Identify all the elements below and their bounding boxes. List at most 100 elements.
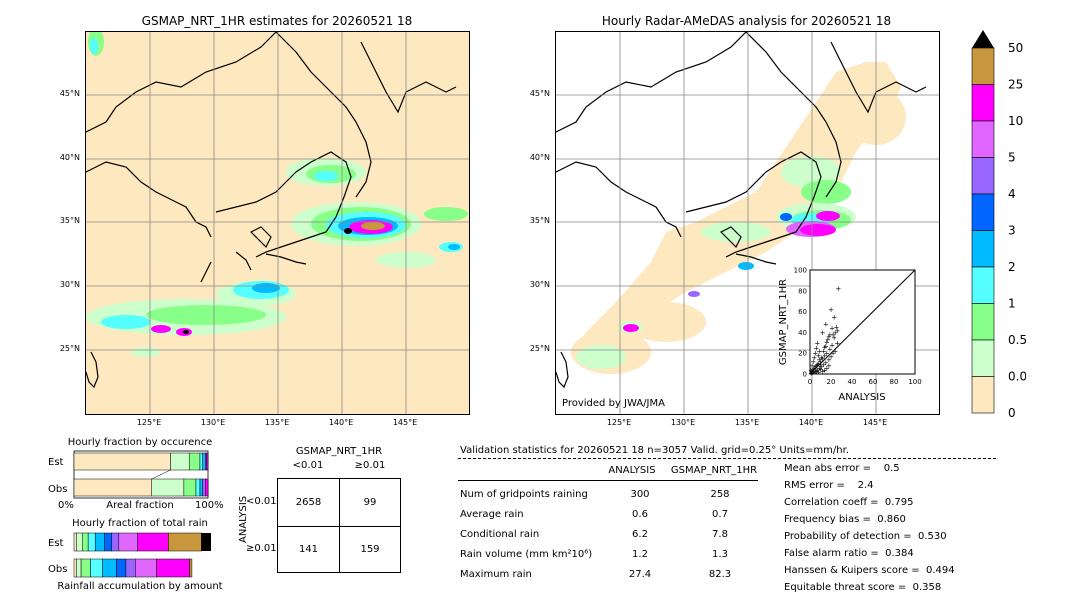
right-lon-145: 145°E bbox=[862, 418, 888, 427]
totalrain-bars bbox=[73, 532, 211, 578]
score-2: Correlation coeff = 0.795 bbox=[784, 497, 914, 508]
scatter-point: + bbox=[824, 350, 830, 358]
scatter-point: + bbox=[820, 329, 826, 337]
colorbar-label: 0.5 bbox=[1008, 333, 1026, 347]
left-lat-40: 40°N bbox=[59, 153, 80, 162]
totalrain-segment bbox=[90, 558, 103, 578]
occurrence-title: Hourly fraction by occurence bbox=[67, 437, 213, 448]
scatter-point: + bbox=[814, 366, 820, 374]
totalrain-segment bbox=[76, 532, 83, 552]
occurrence-segment bbox=[188, 452, 201, 471]
scatter-point: + bbox=[823, 321, 829, 329]
right-lon-130: 130°E bbox=[670, 418, 696, 427]
scatter-point: + bbox=[823, 359, 829, 367]
scatter-point: + bbox=[822, 352, 828, 360]
contingency-grid: 2658 99 141 159 bbox=[277, 478, 401, 573]
scatter-point: + bbox=[812, 367, 818, 375]
validation-row-4-g: 82.3 bbox=[708, 569, 732, 580]
colorbar-label: 1 bbox=[1008, 297, 1016, 311]
occurrence-segment bbox=[205, 478, 209, 497]
score-1: RMS error = 2.4 bbox=[784, 480, 874, 491]
scatter-ytick-label: 60 bbox=[798, 308, 807, 316]
scatter-point: + bbox=[808, 369, 814, 377]
scatter-xtick-label: 60 bbox=[869, 378, 878, 386]
score-0: Mean abs error = 0.5 bbox=[784, 463, 900, 474]
scatter-point: + bbox=[809, 367, 815, 375]
left-coastline bbox=[86, 32, 457, 389]
scatter-point: + bbox=[826, 333, 832, 341]
scatter-point: + bbox=[828, 353, 834, 361]
occurrence-segment bbox=[202, 478, 206, 497]
left-rain-field bbox=[86, 32, 468, 357]
totalrain-segment bbox=[118, 532, 138, 552]
left-lon-140: 140°E bbox=[328, 418, 354, 427]
scatter-point: + bbox=[809, 369, 815, 377]
colorbar-cell bbox=[971, 303, 995, 341]
occurrence-bars bbox=[73, 452, 209, 497]
scatter-point: + bbox=[810, 365, 816, 373]
scatter-xlabel: ANALYSIS bbox=[838, 392, 885, 403]
scatter-xtick-label: 20 bbox=[827, 378, 836, 386]
scatter-point: + bbox=[821, 361, 827, 369]
left-lat-35: 35°N bbox=[59, 216, 80, 225]
validation-row-4-label: Maximum rain bbox=[460, 569, 532, 580]
occurrence-obs-label: Obs bbox=[48, 484, 68, 495]
validation-row-2-label: Conditional rain bbox=[460, 529, 540, 540]
contingency-row-lt: <0.01 bbox=[246, 496, 277, 507]
validation-row-1-label: Average rain bbox=[460, 509, 524, 520]
totalrain-segment bbox=[102, 558, 117, 578]
colorbar-label: 5 bbox=[1008, 151, 1016, 165]
validation-header: Validation statistics for 20260521 18 n=… bbox=[460, 445, 849, 456]
colorbar-cell bbox=[971, 84, 995, 122]
scatter-point: + bbox=[810, 368, 816, 376]
totalrain-chart bbox=[73, 532, 211, 578]
scatter-point: + bbox=[822, 343, 828, 351]
colorbar-label: 10 bbox=[1008, 114, 1023, 128]
totalrain-segment bbox=[94, 532, 105, 552]
left-graticule bbox=[86, 32, 469, 414]
colorbar-label: 0.01 bbox=[1008, 370, 1026, 384]
scatter-point: + bbox=[812, 350, 818, 358]
validation-row-2-a: 6.2 bbox=[632, 529, 648, 540]
right-lon-125: 125°E bbox=[606, 418, 632, 427]
right-map-svg bbox=[556, 32, 939, 414]
totalrain-segment bbox=[135, 558, 157, 578]
scatter-point: + bbox=[833, 324, 839, 332]
contingency-cell-11: 159 bbox=[360, 544, 380, 555]
scatter-point: + bbox=[808, 366, 814, 374]
scatter-diagonal bbox=[809, 269, 916, 375]
scatter-point: + bbox=[811, 368, 817, 376]
totalrain-obs-label: Obs bbox=[48, 564, 68, 575]
scatter-point: + bbox=[824, 338, 830, 346]
scatter-xtick-label: 0 bbox=[808, 378, 812, 386]
colorbar-label: 50 bbox=[1008, 41, 1023, 55]
scatter-point: + bbox=[818, 358, 824, 366]
right-map-title: Hourly Radar-AMeDAS analysis for 2026052… bbox=[601, 14, 892, 28]
validation-row-1-g: 0.7 bbox=[712, 509, 728, 520]
left-map-panel bbox=[85, 31, 470, 415]
scatter-point: + bbox=[824, 364, 830, 372]
scatter-ylabel: GSMAP_NRT_1HR bbox=[778, 279, 789, 365]
occurrence-segment bbox=[183, 478, 197, 497]
validation-col-analysis: ANALYSIS bbox=[608, 465, 656, 476]
scatter-point: + bbox=[831, 334, 837, 342]
totalrain-title: Hourly fraction of total rain bbox=[72, 518, 208, 529]
totalrain-segment bbox=[137, 532, 169, 552]
contingency-vline bbox=[339, 479, 340, 572]
scatter-point: + bbox=[817, 356, 823, 364]
occurrence-segment bbox=[206, 452, 209, 471]
colorbar-cells bbox=[971, 47, 995, 414]
right-rain-field bbox=[571, 62, 906, 374]
validation-row-0-label: Num of gridpoints raining bbox=[460, 489, 588, 500]
scatter-point: + bbox=[814, 361, 820, 369]
scatter-point: + bbox=[813, 367, 819, 375]
scatter-point: + bbox=[819, 354, 825, 362]
colorbar-label: 4 bbox=[1008, 187, 1016, 201]
left-lat-30: 30°N bbox=[59, 280, 80, 289]
validation-row-3-a: 1.2 bbox=[632, 549, 648, 560]
totalrain-segment bbox=[73, 558, 77, 578]
scatter-point: + bbox=[834, 339, 840, 347]
validation-rule bbox=[458, 480, 758, 481]
scatter-point: + bbox=[818, 361, 824, 369]
left-lat-25: 25°N bbox=[59, 344, 80, 353]
